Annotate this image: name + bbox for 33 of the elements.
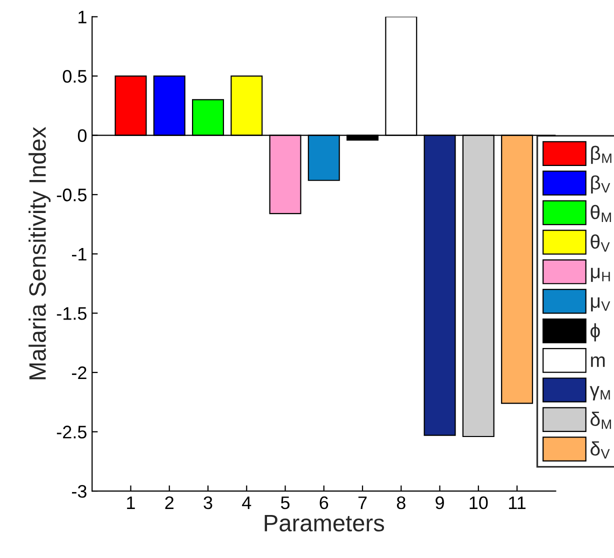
y-tick-label: -3 xyxy=(72,484,86,498)
y-tick-label: -1.5 xyxy=(56,307,86,320)
x-tick-label: 7 xyxy=(358,496,367,509)
y-tick-label: -2.5 xyxy=(56,426,86,438)
legend-label: γ$_{M}$ xyxy=(590,386,610,400)
x-tick-label: 10 xyxy=(470,496,488,510)
y-tick-label: 0.5 xyxy=(62,70,86,83)
y-tick-label: -2 xyxy=(72,366,86,380)
legend-label: δ$_{V}$ xyxy=(590,441,610,458)
x-tick-label: 6 xyxy=(320,496,328,510)
x-tick-label: 9 xyxy=(436,496,444,510)
y-tick-label: 1 xyxy=(78,10,86,24)
legend-label: m xyxy=(591,356,605,367)
legend-label: θ$_{M}$ xyxy=(590,204,611,222)
y-axis-title: Malaria Sensitivity Index xyxy=(28,126,51,380)
y-tick-label: -1 xyxy=(72,248,86,260)
x-tick-label: 8 xyxy=(396,496,406,510)
x-axis-title: Parameters xyxy=(264,514,384,532)
legend-label: ϕ xyxy=(590,323,600,342)
x-tick-label: 11 xyxy=(509,496,526,509)
x-tick-label: 2 xyxy=(165,496,174,509)
y-tick-label: -0.5 xyxy=(56,188,86,202)
y-tick-label: 0 xyxy=(78,129,87,142)
legend-label: μ$_{H}$ xyxy=(591,268,610,282)
x-tick-label: 1 xyxy=(127,496,135,509)
x-tick-label: 4 xyxy=(242,496,252,509)
legend-label: β$_{V}$ xyxy=(591,175,610,194)
legend-label: θ$_{V}$ xyxy=(590,234,610,252)
legend-label: δ$_{M}$ xyxy=(590,412,611,429)
legend-label: μ$_{V}$ xyxy=(591,297,610,312)
x-tick-label: 3 xyxy=(204,496,212,510)
legend-label: β$_{M}$ xyxy=(591,146,612,164)
x-tick-label: 5 xyxy=(280,496,290,510)
